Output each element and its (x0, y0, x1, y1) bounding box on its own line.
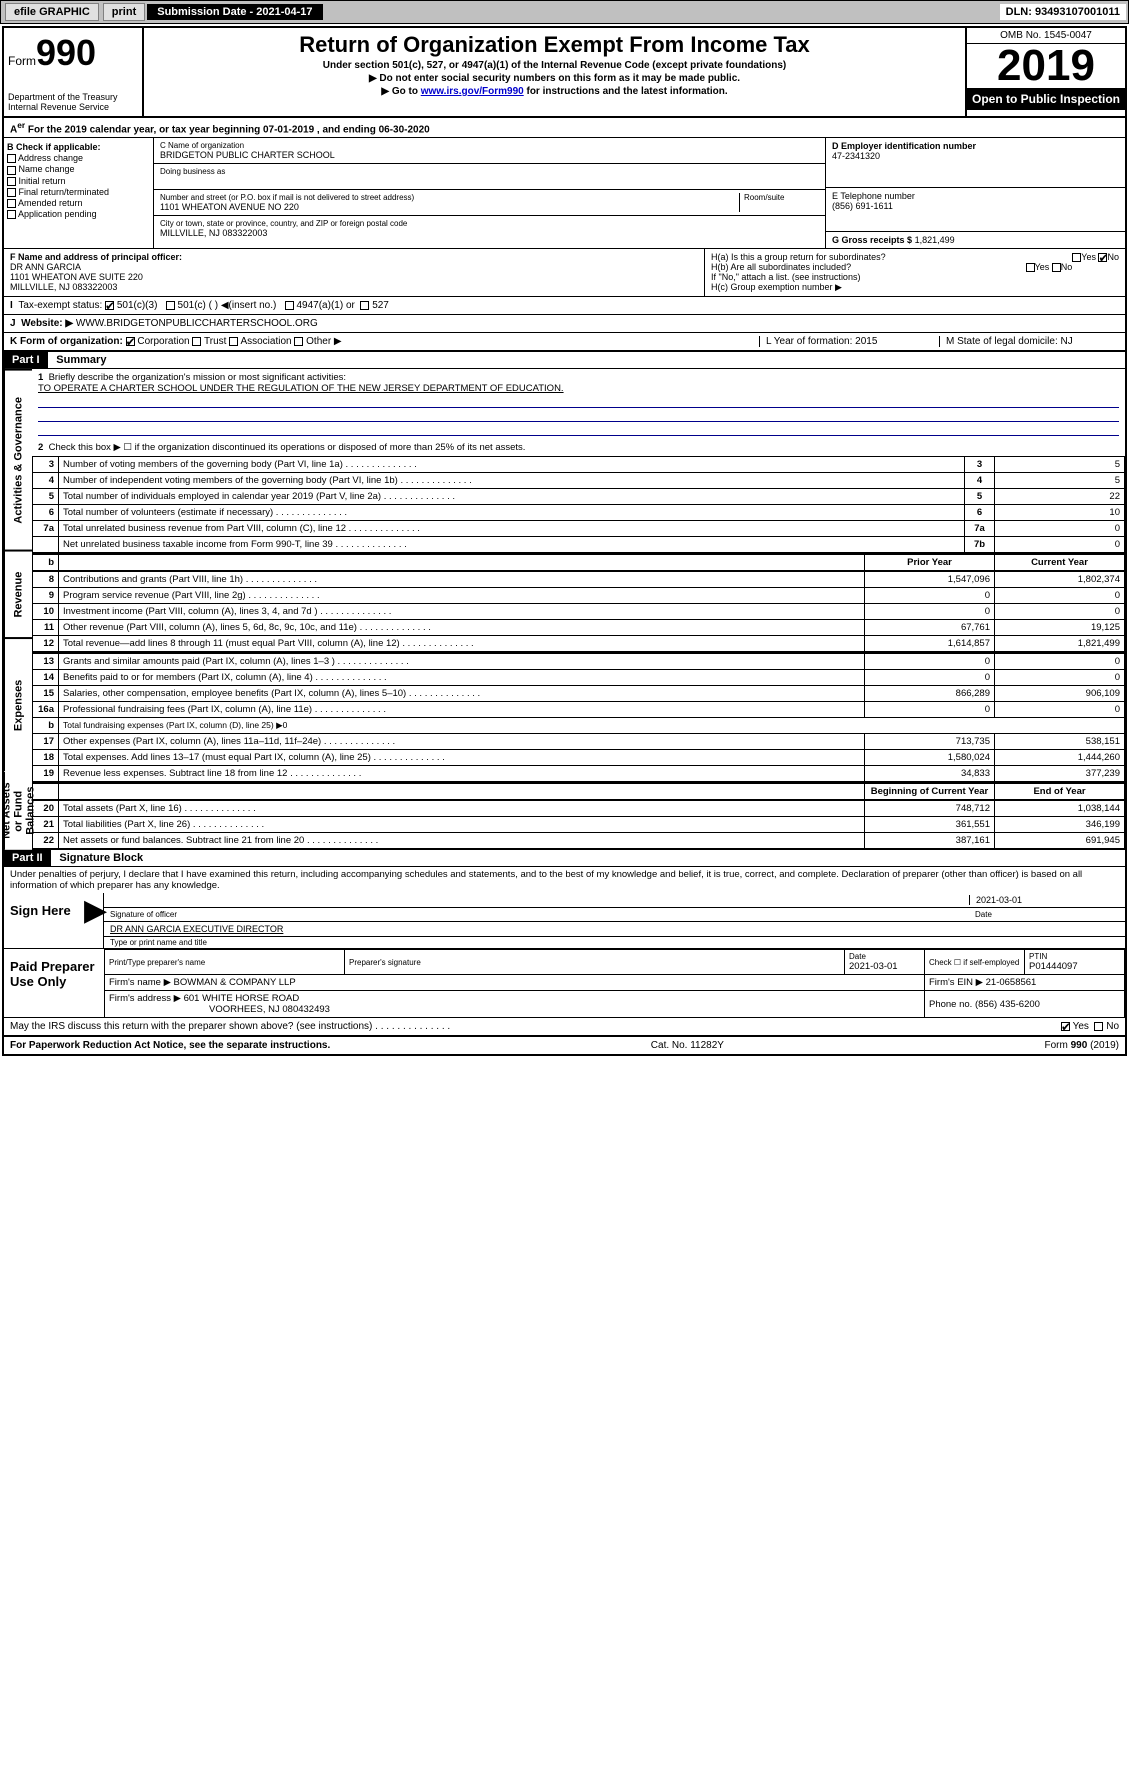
officer-name: DR ANN GARCIA EXECUTIVE DIRECTOR (110, 924, 283, 934)
dln-number: DLN: 93493107001011 (1000, 4, 1126, 20)
dept-label: Department of the Treasury Internal Reve… (8, 92, 138, 112)
org-city: MILLVILLE, NJ 083322003 (160, 228, 819, 238)
chk-initial[interactable] (7, 177, 16, 186)
print-button[interactable]: print (103, 3, 145, 21)
section-i: I Tax-exempt status: 501(c)(3) 501(c) ( … (4, 297, 1125, 315)
line-a: Aer For the 2019 calendar year, or tax y… (4, 118, 1125, 138)
header-right: OMB No. 1545-0047 2019 Open to Public In… (965, 28, 1125, 116)
form-990: Form990 Department of the Treasury Inter… (2, 26, 1127, 1056)
b-title: B Check if applicable: (7, 142, 150, 152)
table-na-header: Beginning of Current YearEnd of Year (32, 782, 1125, 800)
section-c: C Name of organizationBRIDGETON PUBLIC C… (154, 138, 825, 248)
form-header: Form990 Department of the Treasury Inter… (4, 28, 1125, 118)
chk-discuss-no[interactable] (1094, 1022, 1103, 1031)
tab-activities: Activities & Governance (4, 369, 32, 550)
section-f-h: F Name and address of principal officer:… (4, 249, 1125, 297)
line-2: 2 Check this box ▶ ☐ if the organization… (32, 439, 1125, 456)
section-j: J Website: ▶ WWW.BRIDGETONPUBLICCHARTERS… (4, 315, 1125, 333)
arrow-icon: ▶ (84, 893, 104, 948)
sign-here-row: Sign Here ▶ 2021-03-01 Signature of offi… (4, 893, 1125, 949)
chk-pending[interactable] (7, 210, 16, 219)
part2-header: Part II Signature Block (4, 849, 1125, 867)
subtitle-3: ▶ Go to www.irs.gov/Form990 for instruct… (152, 86, 957, 97)
submission-date: Submission Date - 2021-04-17 (147, 4, 322, 20)
line-1: 1 Briefly describe the organization's mi… (32, 369, 1125, 439)
firm-phone: (856) 435-6200 (975, 999, 1040, 1010)
chk-address[interactable] (7, 154, 16, 163)
paid-preparer-label: Paid Preparer Use Only (4, 949, 104, 1017)
chk-name[interactable] (7, 166, 16, 175)
firm-ein: 21-0658561 (986, 977, 1037, 988)
chk-501c3[interactable] (105, 301, 114, 310)
tab-revenue: Revenue (4, 550, 32, 638)
chk-amended[interactable] (7, 199, 16, 208)
tax-year: 2019 (967, 44, 1125, 88)
header-middle: Return of Organization Exempt From Incom… (144, 28, 965, 116)
website: WWW.BRIDGETONPUBLICCHARTERSCHOOL.ORG (76, 318, 318, 329)
section-klm: K Form of organization: Corporation Trus… (4, 333, 1125, 351)
section-m: M State of legal domicile: NJ (939, 336, 1119, 347)
section-b: B Check if applicable: Address change Na… (4, 138, 154, 248)
table-activities: 3Number of voting members of the governi… (32, 456, 1125, 553)
section-b-to-g: B Check if applicable: Address change Na… (4, 138, 1125, 249)
tab-expenses: Expenses (4, 637, 32, 771)
table-revenue-header: bPrior YearCurrent Year (32, 553, 1125, 571)
chk-final[interactable] (7, 188, 16, 197)
sign-here-label: Sign Here (4, 893, 84, 948)
paid-preparer-row: Paid Preparer Use Only Print/Type prepar… (4, 949, 1125, 1018)
firm-name: BOWMAN & COMPANY LLP (174, 977, 296, 988)
perjury-text: Under penalties of perjury, I declare th… (4, 867, 1125, 893)
gross-receipts: 1,821,499 (915, 235, 955, 245)
mission-text: TO OPERATE A CHARTER SCHOOL UNDER THE RE… (38, 383, 564, 394)
top-toolbar: efile GRAPHIC print Submission Date - 20… (0, 0, 1129, 24)
chk-discuss-yes[interactable] (1061, 1022, 1070, 1031)
table-revenue: 8Contributions and grants (Part VIII, li… (32, 571, 1125, 652)
section-deg: D Employer identification number47-23413… (825, 138, 1125, 248)
efile-button[interactable]: efile GRAPHIC (5, 3, 99, 21)
section-l: L Year of formation: 2015 (759, 336, 939, 347)
form-footer: For Paperwork Reduction Act Notice, see … (4, 1036, 1125, 1054)
section-f: F Name and address of principal officer:… (4, 249, 705, 296)
inspection-badge: Open to Public Inspection (967, 88, 1125, 110)
part1-header: Part I Summary (4, 351, 1125, 369)
irs-link[interactable]: www.irs.gov/Form990 (421, 86, 524, 97)
section-h: H(a) Is this a group return for subordin… (705, 249, 1125, 296)
form-label: Form (8, 54, 36, 68)
org-name: BRIDGETON PUBLIC CHARTER SCHOOL (160, 150, 819, 160)
form-number: 990 (36, 32, 96, 73)
discuss-row: May the IRS discuss this return with the… (4, 1018, 1125, 1036)
org-address: 1101 WHEATON AVENUE NO 220 (160, 202, 739, 212)
tab-netassets: Net Assets or Fund Balances (4, 772, 32, 850)
header-left: Form990 Department of the Treasury Inter… (4, 28, 144, 116)
subtitle-1: Under section 501(c), 527, or 4947(a)(1)… (152, 60, 957, 71)
table-expenses: 13Grants and similar amounts paid (Part … (32, 652, 1125, 782)
form-title: Return of Organization Exempt From Incom… (152, 32, 957, 58)
ein: 47-2341320 (832, 151, 1119, 161)
table-netassets: 20Total assets (Part X, line 16)748,7121… (32, 800, 1125, 849)
phone: (856) 691-1611 (832, 201, 1119, 211)
summary-table: Activities & Governance Revenue Expenses… (4, 369, 1125, 849)
subtitle-2: ▶ Do not enter social security numbers o… (152, 73, 957, 84)
